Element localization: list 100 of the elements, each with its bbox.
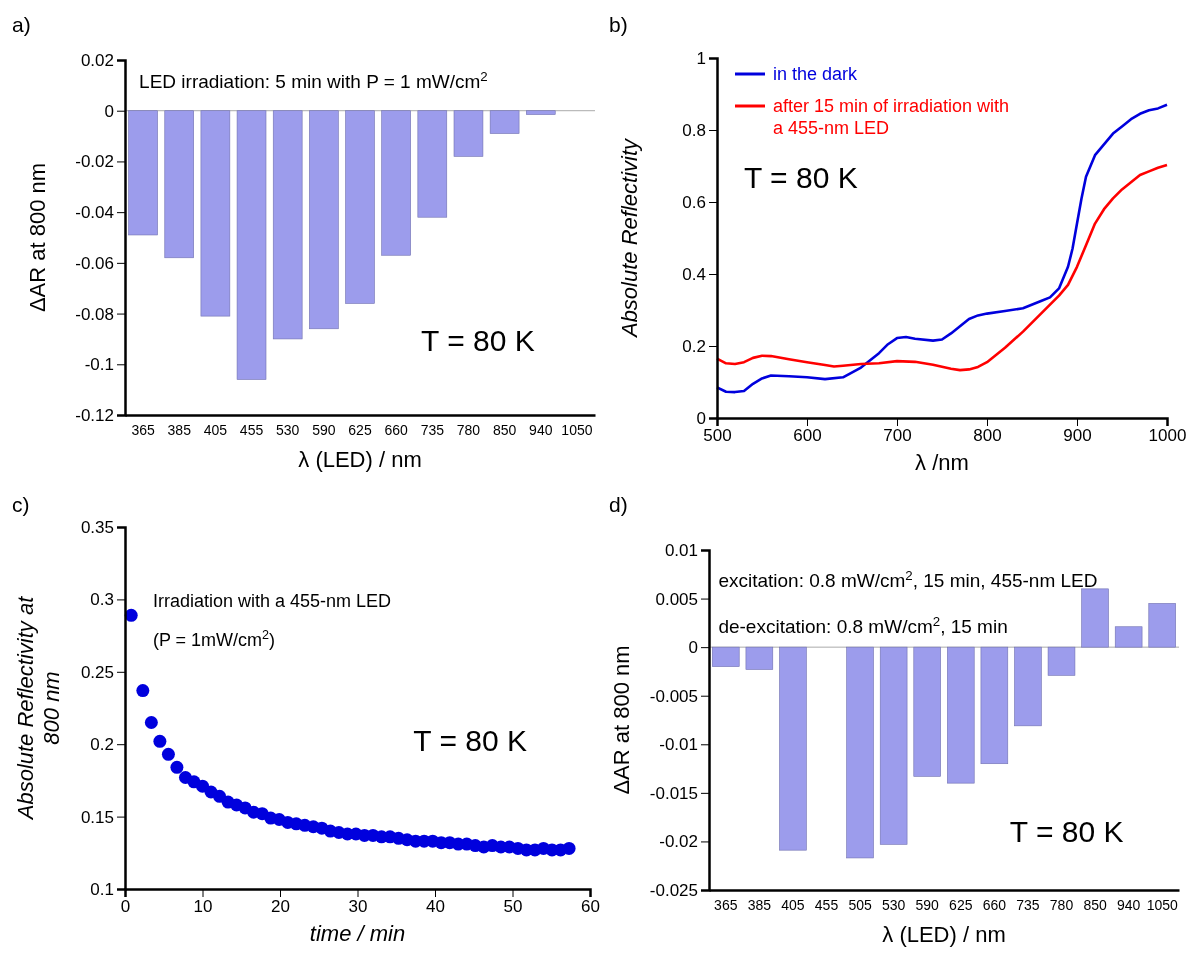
point <box>562 841 576 855</box>
bar <box>980 646 1009 765</box>
y-tick-label: 0.02 <box>80 50 114 70</box>
x-tick-label: 10 <box>193 897 213 917</box>
x-axis-title: λ (LED) / nm <box>298 447 422 472</box>
y-tick-label: 0.25 <box>80 662 114 682</box>
x-tick-label: 365 <box>714 896 738 913</box>
y-tick-label: 0.8 <box>682 120 706 140</box>
y-tick-label: 0.3 <box>90 590 114 610</box>
x-tick-label: 385 <box>747 896 772 913</box>
x-tick-label: 625 <box>949 896 973 913</box>
bar <box>846 646 874 859</box>
y-tick-label: -0.12 <box>75 405 114 425</box>
chart-title: d) <box>609 493 628 516</box>
x-tick-label: 800 <box>973 426 1002 446</box>
bar <box>1114 626 1143 648</box>
x-tick-label: 405 <box>781 896 805 913</box>
chart-title: a) <box>12 13 31 36</box>
x-tick-label: 50 <box>503 897 523 917</box>
x-tick-label: 625 <box>348 421 372 438</box>
annotation: excitation: 0.8 mW/cm$^{2}$, 15 min, 455-nm LED <box>718 567 1098 592</box>
x-tick-label: 40 <box>426 897 445 917</box>
y-axis-title: Absolute Reflectivity <box>617 136 642 340</box>
x-axis-title: time / min <box>309 921 406 946</box>
y-tick-label: -0.1 <box>84 355 114 375</box>
y-tick-label: 1 <box>696 48 706 68</box>
x-tick-label: 660 <box>384 421 409 438</box>
x-tick-label: 505 <box>848 896 872 913</box>
x-tick-label: 530 <box>881 896 906 913</box>
bar <box>712 646 740 667</box>
x-tick-label: 590 <box>312 421 336 438</box>
x-tick-label: 0 <box>120 897 131 917</box>
annotation: T = 80 K <box>413 724 527 758</box>
x-tick-label: 20 <box>271 897 290 917</box>
y-tick-label: 0.2 <box>682 336 706 356</box>
y-tick-label: -0.08 <box>75 304 114 324</box>
y-tick-label: 0.01 <box>664 540 698 560</box>
x-tick-label: 590 <box>915 896 940 913</box>
x-tick-label: 780 <box>1049 896 1074 913</box>
x-tick-label: 780 <box>456 421 481 438</box>
x-tick-label: 1000 <box>1148 426 1187 446</box>
annotation: Irradiation with a 455-nm LED <box>152 590 392 611</box>
bar <box>879 646 908 845</box>
x-tick-label: 1050 <box>561 421 593 438</box>
bar <box>1081 588 1109 648</box>
y-tick-label: -0.01 <box>659 735 698 755</box>
bar <box>913 646 941 777</box>
x-tick-label: 735 <box>420 421 445 438</box>
y-tick-label: -0.02 <box>75 152 114 172</box>
bar <box>1014 646 1042 727</box>
y-tick-label: -0.025 <box>649 880 698 900</box>
x-tick-label: 30 <box>348 897 368 917</box>
legend-label: after 15 min of irradiation with a 455-nm LED <box>773 96 1010 138</box>
y-tick-label: 0.005 <box>655 589 698 609</box>
point <box>136 684 150 698</box>
bar <box>779 646 807 851</box>
x-tick-label: 660 <box>982 896 1007 913</box>
x-axis-title: λ (LED) / nm <box>882 922 1006 947</box>
bar <box>1148 603 1176 648</box>
x-tick-label: 940 <box>1116 896 1141 913</box>
annotation: LED irradiation: 5 min with P = 1 mW/cm$^{2}$ <box>139 68 488 93</box>
x-tick-label: 940 <box>529 421 553 438</box>
x-tick-label: 735 <box>1016 896 1040 913</box>
x-axis-title: λ /nm <box>915 450 969 475</box>
annotation: T = 80 K <box>1009 815 1124 849</box>
x-tick-label: 455 <box>239 421 264 438</box>
y-axis-title: ΔAR at 800 nm <box>609 645 634 795</box>
y-tick-label: 0.1 <box>90 879 114 899</box>
point <box>170 760 184 774</box>
y-tick-label: 0.4 <box>682 264 706 284</box>
x-tick-label: 365 <box>131 421 155 438</box>
point <box>153 734 167 748</box>
x-tick-label: 1050 <box>1146 896 1178 913</box>
y-tick-label: -0.005 <box>649 686 698 706</box>
y-tick-label: 0.6 <box>682 192 706 212</box>
chart-title: c) <box>12 493 30 516</box>
y-tick-label: 0.15 <box>80 807 114 827</box>
point <box>161 747 175 761</box>
y-axis-title: ΔAR at 800 nm <box>25 162 50 313</box>
chart-title: b) <box>609 13 628 36</box>
annotation: T = 80 K <box>744 160 858 194</box>
x-tick-label: 600 <box>793 426 822 446</box>
y-tick-label: 0.2 <box>90 735 114 755</box>
x-tick-label: 900 <box>1063 426 1092 446</box>
y-tick-label: -0.04 <box>75 203 114 223</box>
bar <box>745 646 774 670</box>
legend-label: in the dark <box>773 64 859 84</box>
x-tick-label: 60 <box>581 897 600 917</box>
point <box>144 715 158 729</box>
x-tick-label: 385 <box>167 421 192 438</box>
bar <box>1047 646 1076 676</box>
y-tick-label: -0.06 <box>75 253 114 273</box>
annotation: de-excitation: 0.8 mW/cm$^{2}$, 15 min <box>718 613 1008 638</box>
annotation: (P = 1mW/cm$^{2}$) <box>152 628 276 651</box>
x-tick-label: 405 <box>203 421 228 438</box>
x-tick-label: 500 <box>703 426 732 446</box>
x-tick-label: 850 <box>492 421 517 438</box>
y-tick-label: 0 <box>104 101 114 121</box>
y-tick-label: -0.015 <box>649 783 698 803</box>
x-tick-label: 530 <box>276 421 300 438</box>
